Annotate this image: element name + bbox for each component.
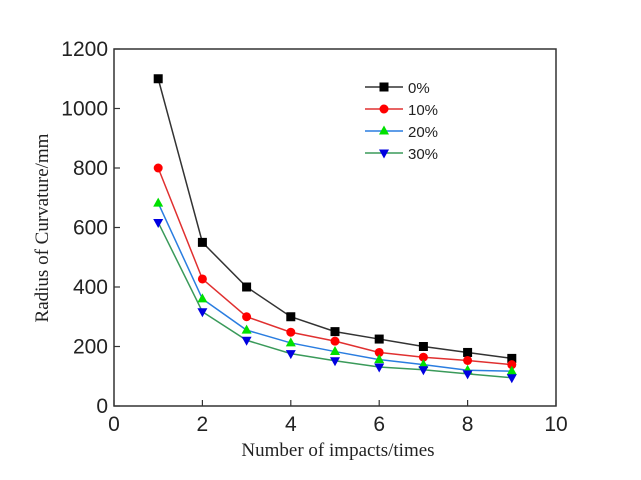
data-point	[197, 308, 208, 318]
x-axis-label: Number of impacts/times	[241, 440, 434, 461]
data-point	[374, 354, 385, 364]
legend-marker	[379, 104, 389, 114]
data-point	[374, 334, 384, 344]
data-point	[285, 337, 296, 347]
data-point	[153, 218, 164, 228]
data-point	[197, 274, 207, 284]
legend-label: 0%	[408, 80, 430, 97]
data-point	[463, 355, 473, 365]
y-tick-label: 600	[73, 217, 108, 240]
y-axis-label: Radius of Curvature/mm	[32, 133, 53, 322]
y-tick-label: 200	[73, 336, 108, 359]
y-tick-label: 800	[73, 157, 108, 180]
x-tick-label: 10	[544, 413, 567, 436]
data-point	[418, 352, 428, 362]
data-point	[330, 327, 340, 337]
series-0pct	[153, 74, 517, 363]
data-point	[374, 347, 384, 357]
legend-label: 30%	[408, 146, 438, 163]
legend-label: 10%	[408, 102, 438, 119]
y-tick-label: 400	[73, 276, 108, 299]
data-point	[286, 312, 296, 322]
data-point	[330, 336, 340, 346]
data-point	[153, 163, 163, 173]
legend-marker	[379, 82, 389, 92]
legend-label: 20%	[408, 124, 438, 141]
legend-marker	[379, 149, 389, 159]
data-point	[463, 347, 473, 357]
data-point	[153, 197, 164, 207]
y-tick-label: 1200	[61, 38, 108, 61]
x-tick-label: 4	[285, 413, 297, 436]
series-20pct	[153, 197, 517, 375]
data-point	[418, 359, 429, 369]
x-tick-label: 6	[373, 413, 385, 436]
x-tick-label: 2	[197, 413, 209, 436]
legend: 0% 10% 20% 30%	[365, 80, 438, 163]
series-10pct	[153, 163, 517, 370]
data-point	[418, 342, 428, 351]
series-line	[157, 78, 512, 360]
data-point	[330, 346, 340, 356]
data-point	[507, 360, 517, 370]
x-tick-label: 8	[462, 413, 474, 436]
data-point	[197, 293, 208, 303]
legend-marker	[379, 125, 389, 135]
data-point	[242, 312, 252, 322]
data-point	[241, 324, 252, 334]
series-30pct	[153, 218, 517, 384]
data-point	[330, 357, 340, 367]
data-point	[506, 374, 517, 384]
data-point	[153, 74, 163, 84]
data-point	[507, 353, 517, 363]
data-point	[286, 327, 296, 337]
data-point	[197, 237, 207, 247]
x-tick-label: 0	[108, 413, 120, 436]
data-point	[242, 282, 252, 292]
data-point	[374, 363, 385, 373]
data-point	[285, 350, 296, 360]
data-point	[506, 365, 517, 375]
y-tick-label: 1000	[61, 98, 108, 121]
data-point	[418, 366, 429, 376]
data-point	[462, 370, 473, 380]
data-point	[241, 336, 252, 346]
y-tick-label: 0	[96, 395, 108, 418]
